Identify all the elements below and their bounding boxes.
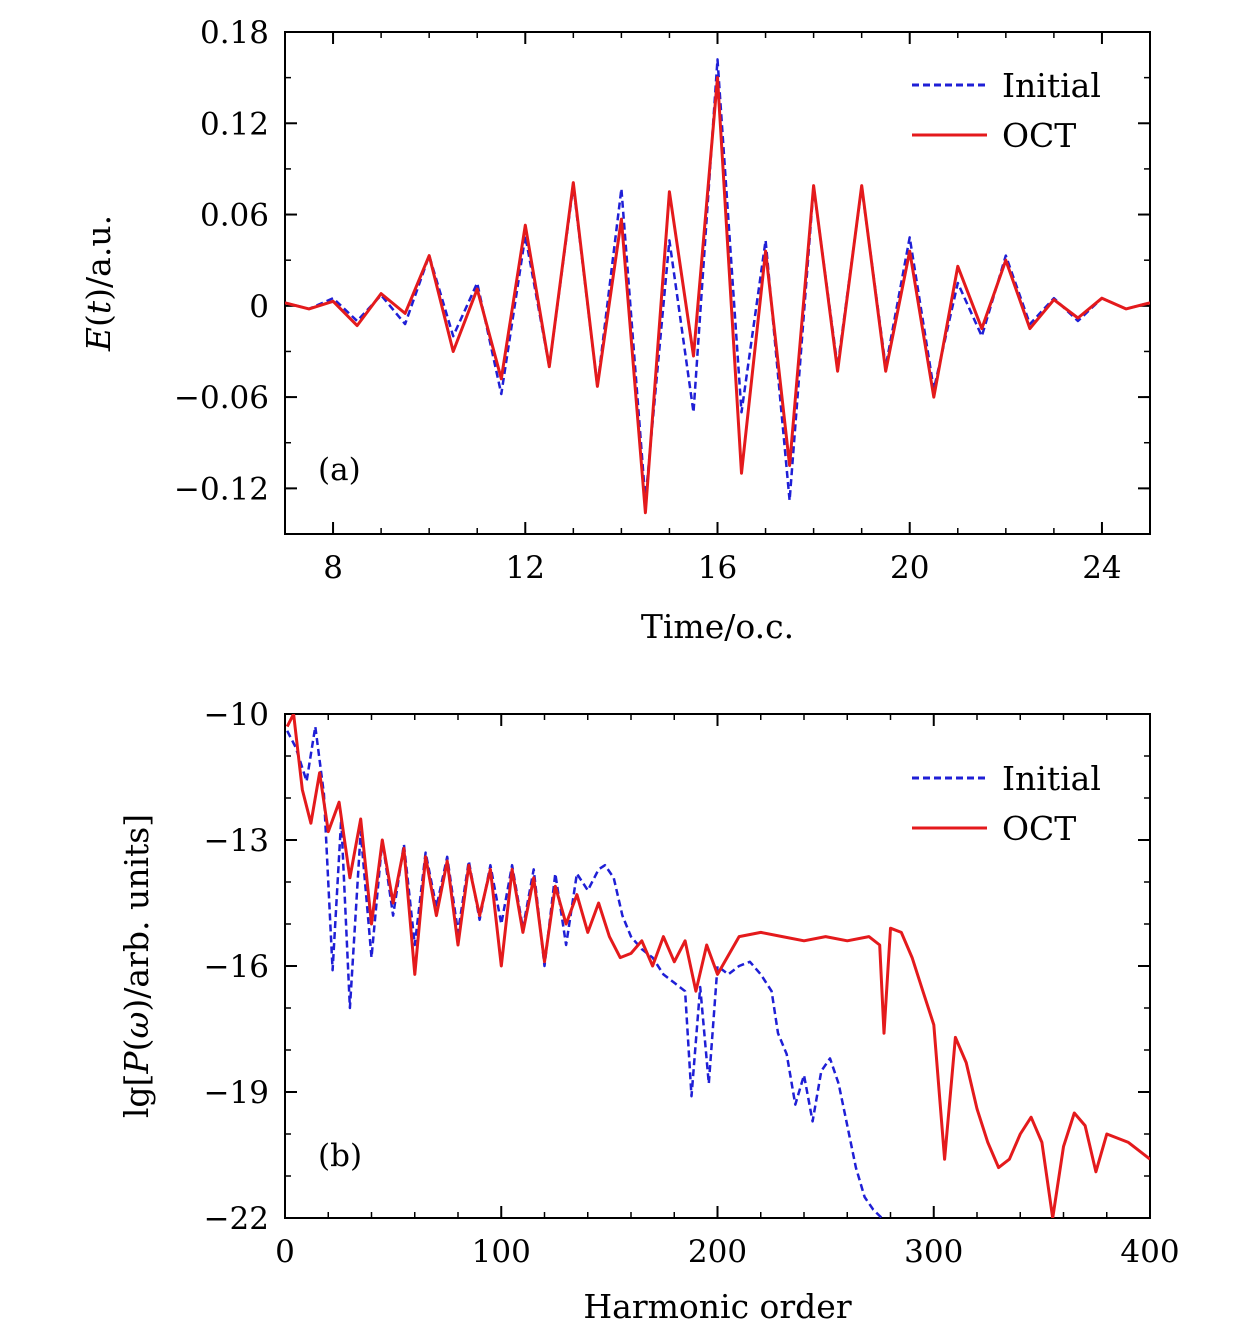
y-tick-label: 0.18 <box>200 15 269 51</box>
panel-a: 8 12 16 20 24 −0.12 −0.06 0 0.06 0.12 0.18 Initial O… <box>79 15 1151 646</box>
x-axis-title: Harmonic order <box>583 1287 851 1326</box>
y-axis-title-part: t <box>79 300 118 314</box>
y-tick-label: −0.12 <box>174 471 269 507</box>
y-axis-title-part: )/a.u. <box>79 215 118 301</box>
x-axis-title: Time/o.c. <box>641 607 794 646</box>
series-line-initial <box>285 58 1150 502</box>
y-tick-label: −0.06 <box>174 380 269 416</box>
y-axis-title-part: P <box>117 1051 156 1075</box>
x-tick-label: 8 <box>323 550 343 586</box>
legend-label-initial: Initial <box>1002 759 1101 798</box>
x-tick-label: 12 <box>506 550 545 586</box>
y-tick-label: −19 <box>204 1075 269 1111</box>
x-tick-label: 300 <box>904 1234 963 1270</box>
x-tick-label: 200 <box>688 1234 747 1270</box>
y-axis-title-part: )/arb. units] <box>117 814 156 1012</box>
panel-label: (a) <box>318 452 361 488</box>
plot-frame <box>284 31 1151 535</box>
y-tick-label: −10 <box>204 697 269 733</box>
y-tick-label: 0.12 <box>200 106 269 142</box>
y-tick-label: 0 <box>249 289 269 325</box>
x-tick-label: 16 <box>698 550 737 586</box>
plot-area <box>285 58 1150 515</box>
series-line-oct <box>285 714 1150 1218</box>
y-tick-label: −16 <box>204 949 269 985</box>
y-axis-title: E(t)/a.u. <box>79 215 118 352</box>
y-axis-title: lg[P(ω)/arb. units] <box>117 814 156 1118</box>
y-axis-title-part: ( <box>117 1038 156 1051</box>
legend-label-initial: Initial <box>1002 66 1101 105</box>
x-tick-label: 24 <box>1082 550 1121 586</box>
y-axis-title-part: ω <box>117 1012 156 1039</box>
x-tick-label: 0 <box>275 1234 295 1270</box>
panel-b: 0 100 200 300 400 −22 −19 −16 −13 −10 Initial OCT (b… <box>117 697 1180 1326</box>
y-axis-title-part: lg[ <box>117 1074 156 1119</box>
plot-area <box>285 714 1150 1218</box>
y-axis-title-part: E <box>79 327 118 352</box>
x-tick-label: 400 <box>1120 1234 1179 1270</box>
series-line-oct <box>285 76 1150 515</box>
legend-label-oct: OCT <box>1002 116 1076 155</box>
y-tick-label: 0.06 <box>200 198 269 234</box>
x-tick-label: 100 <box>472 1234 531 1270</box>
y-tick-label: −13 <box>204 823 269 859</box>
x-tick-label: 20 <box>890 550 929 586</box>
legend-label-oct: OCT <box>1002 809 1076 848</box>
y-axis-title-part: ( <box>79 314 118 327</box>
series-line-initial <box>286 725 883 1218</box>
panel-label: (b) <box>318 1138 362 1174</box>
y-tick-label: −22 <box>204 1201 269 1237</box>
